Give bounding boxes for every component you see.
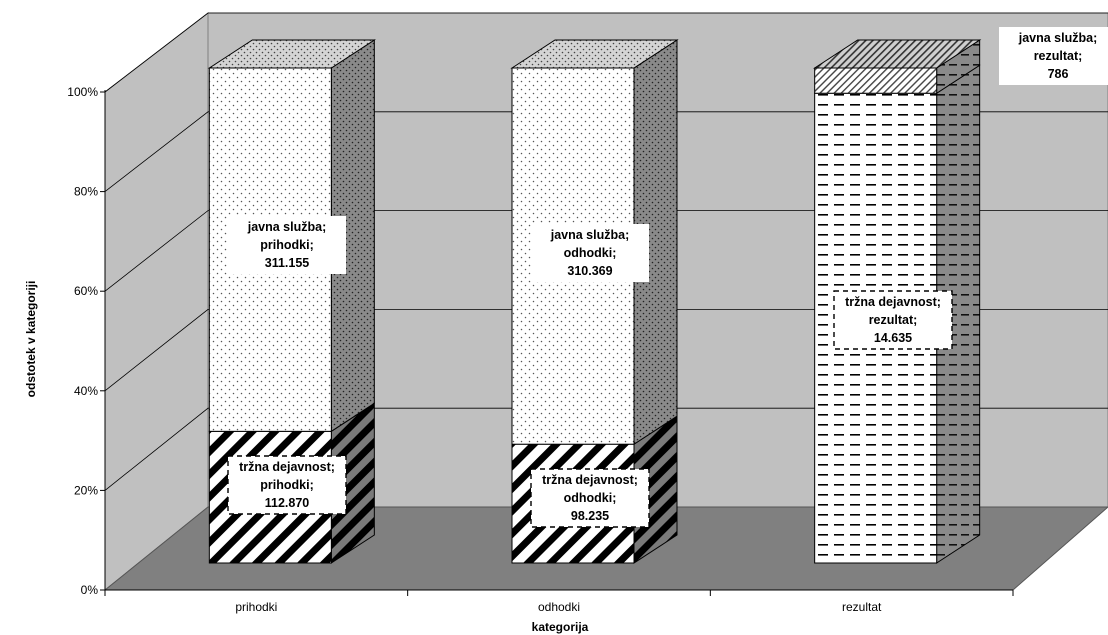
data-label-line: prihodki;: [260, 238, 313, 252]
data-label-line: rezultat;: [869, 313, 918, 327]
y-tick-label: 40%: [74, 384, 98, 398]
gridline: [104, 210, 1108, 292]
data-label-line: javna služba;: [550, 228, 630, 242]
y-tick-label: 80%: [74, 185, 98, 199]
y-tick-label: 100%: [67, 85, 98, 99]
data-label-line: 112.870: [265, 496, 310, 510]
data-label-line: 14.635: [874, 331, 912, 345]
gridline: [104, 308, 1108, 392]
axes: 0% 20% 40% 60% 80% 100% prihodki odhodki rezulta…: [67, 85, 1014, 614]
y-tick-label: 60%: [74, 284, 98, 298]
data-label-line: 786: [1048, 67, 1069, 81]
x-tick-label: rezultat: [842, 600, 882, 614]
gridline: [104, 407, 1108, 491]
bar-top: [812, 39, 982, 69]
data-label-line: 311.155: [265, 256, 310, 270]
data-label-box: [227, 455, 347, 515]
x-tick-label: prihodki: [235, 600, 277, 614]
data-label-box: [999, 27, 1108, 85]
data-label-line: tržna dejavnost;: [239, 460, 335, 474]
side-wall: [104, 11, 209, 592]
data-label-line: odhodki;: [564, 491, 617, 505]
y-axis-title: odstotek v kategoriji: [24, 281, 38, 398]
data-label-box: [833, 290, 953, 350]
data-label-line: rezultat;: [1034, 49, 1083, 63]
x-tick-label: odhodki: [538, 600, 580, 614]
y-tick-label: 20%: [74, 483, 98, 497]
data-label-line: 310.369: [567, 264, 612, 278]
bar-segment: [814, 67, 938, 94]
data-label-line: javna služba;: [1018, 31, 1098, 45]
data-label-box: [531, 224, 649, 282]
data-labels: tržna dejavnost; prihodki; 112.870 javna sl…: [227, 27, 1108, 528]
data-label-line: tržna dejavnost;: [542, 473, 638, 487]
data-label-line: prihodki;: [260, 478, 313, 492]
y-tick-label: 0%: [81, 583, 99, 597]
data-label-line: 98.235: [571, 509, 609, 523]
data-label-line: odhodki;: [564, 246, 617, 260]
gridline: [104, 12, 1108, 93]
bar-top: [207, 39, 377, 69]
gridline: [104, 111, 1108, 192]
axis-titles: kategorija odstotek v kategoriji: [24, 281, 589, 634]
x-axis-title: kategorija: [532, 620, 589, 634]
data-label-box: [228, 216, 346, 274]
data-label-line: javna služba;: [247, 220, 327, 234]
data-label-box: [530, 468, 650, 528]
bar-top: [510, 39, 679, 69]
data-label-line: tržna dejavnost;: [845, 295, 941, 309]
gridlines: [104, 12, 1108, 491]
